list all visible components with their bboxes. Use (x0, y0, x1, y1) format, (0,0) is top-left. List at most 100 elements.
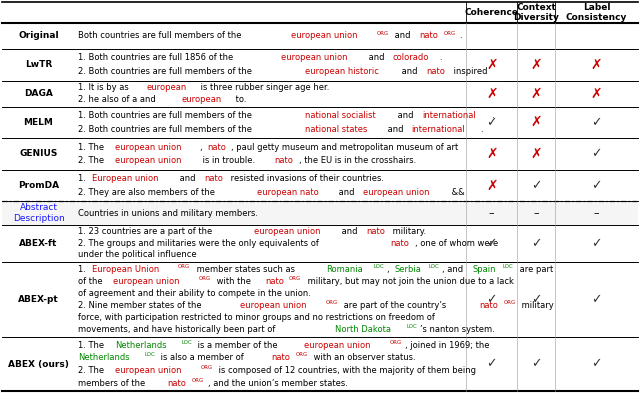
Text: Serbia: Serbia (394, 265, 421, 274)
Text: DAGA: DAGA (24, 89, 53, 98)
Text: &&: && (449, 188, 465, 197)
Text: ORG: ORG (444, 31, 456, 36)
Text: ✓: ✓ (591, 116, 602, 129)
Text: , and: , and (442, 265, 466, 274)
Text: is three rubber singer age her.: is three rubber singer age her. (198, 83, 330, 92)
Text: ✗: ✗ (486, 86, 497, 101)
Text: european union: european union (115, 366, 182, 375)
Text: ✗: ✗ (486, 58, 497, 72)
Text: 1.: 1. (78, 265, 88, 274)
Text: nato: nato (265, 277, 284, 286)
Text: ORG: ORG (198, 276, 211, 281)
Text: european union: european union (115, 156, 182, 165)
Text: Netherlands: Netherlands (78, 353, 130, 362)
Text: european historic: european historic (305, 67, 378, 76)
Text: 2. Nine member states of the: 2. Nine member states of the (78, 301, 204, 310)
Text: ✓: ✓ (531, 358, 541, 371)
Text: LOC: LOC (181, 340, 192, 345)
Text: –: – (489, 208, 495, 218)
Text: nato: nato (168, 379, 187, 388)
Text: ✗: ✗ (591, 58, 602, 72)
Text: european union: european union (291, 31, 358, 40)
Text: LOC: LOC (429, 264, 439, 269)
Text: nato: nato (390, 239, 409, 248)
Text: 2. They are also members of the: 2. They are also members of the (78, 188, 218, 197)
Text: national states: national states (305, 125, 367, 134)
Text: international: international (412, 125, 465, 134)
Text: force, with participation restricted to minor groups and no restrictions on free: force, with participation restricted to … (78, 313, 435, 322)
Text: nato: nato (204, 174, 223, 183)
Text: and: and (366, 53, 387, 62)
Text: Romania: Romania (326, 265, 363, 274)
Text: ✓: ✓ (591, 237, 602, 250)
Text: european union: european union (304, 341, 371, 349)
Text: are part of the country’s: are part of the country’s (341, 301, 449, 310)
Text: with the: with the (214, 277, 253, 286)
Text: ’s nanton system.: ’s nanton system. (420, 325, 495, 334)
Text: ✗: ✗ (531, 115, 542, 129)
Text: , the EU is in the crosshairs.: , the EU is in the crosshairs. (298, 156, 416, 165)
Text: european nato: european nato (257, 188, 319, 197)
Text: LwTR: LwTR (25, 60, 52, 69)
Text: , joined in 1969; the: , joined in 1969; the (405, 341, 490, 349)
Text: GENIUS: GENIUS (19, 149, 58, 158)
Text: ✓: ✓ (531, 237, 541, 250)
Text: , and the union’s member states.: , and the union’s member states. (207, 379, 348, 388)
Text: nato: nato (271, 353, 291, 362)
Text: .: . (492, 111, 494, 120)
Text: LOC: LOC (144, 353, 155, 357)
Text: and: and (399, 67, 420, 76)
Text: Abstract
Description: Abstract Description (13, 203, 65, 223)
Text: is also a member of: is also a member of (158, 353, 246, 362)
Text: North Dakota: North Dakota (335, 325, 390, 334)
Text: 2. Both countries are full members of the: 2. Both countries are full members of th… (78, 67, 255, 76)
Text: military.: military. (390, 228, 426, 236)
Text: Label
Consistency: Label Consistency (566, 3, 627, 22)
Text: members of the: members of the (78, 379, 148, 388)
Text: –: – (533, 208, 539, 218)
Text: ✗: ✗ (531, 147, 542, 161)
Text: ORG: ORG (178, 264, 190, 269)
Text: ORG: ORG (192, 378, 204, 383)
Text: ✗: ✗ (531, 58, 542, 72)
Text: .: . (440, 53, 442, 62)
Text: , paul getty museum and metropolitan museum of art: , paul getty museum and metropolitan mus… (231, 143, 458, 152)
Text: 2. The: 2. The (78, 156, 107, 165)
Text: member states such as: member states such as (193, 265, 297, 274)
Text: ORG: ORG (390, 340, 402, 345)
Text: ABEX (ours): ABEX (ours) (8, 360, 69, 369)
Text: ✓: ✓ (486, 116, 497, 129)
Text: LOC: LOC (503, 264, 514, 269)
Text: ✗: ✗ (531, 86, 542, 101)
Text: ORG: ORG (325, 300, 337, 305)
Text: european union: european union (113, 277, 180, 286)
Text: ✓: ✓ (486, 237, 497, 250)
Text: Both countries are full members of the: Both countries are full members of the (78, 31, 244, 40)
Text: european: european (181, 95, 221, 104)
Text: ✓: ✓ (591, 358, 602, 371)
Text: european union: european union (280, 53, 347, 62)
Text: European union: European union (92, 174, 158, 183)
Text: ✓: ✓ (531, 179, 541, 192)
Text: ,: , (387, 265, 392, 274)
Text: ORG: ORG (504, 300, 516, 305)
Text: ✗: ✗ (486, 179, 497, 193)
Text: and: and (337, 188, 358, 197)
Text: ORG: ORG (376, 31, 388, 36)
Text: international: international (422, 111, 476, 120)
Text: ORG: ORG (296, 353, 308, 357)
Text: 1. The: 1. The (78, 143, 107, 152)
Text: ✓: ✓ (486, 358, 497, 371)
Text: and: and (392, 31, 413, 40)
Text: resisted invasions of their countries.: resisted invasions of their countries. (228, 174, 384, 183)
Text: Countries in unions and military members.: Countries in unions and military members… (78, 209, 258, 217)
Text: ABEX-pt: ABEX-pt (18, 295, 59, 304)
Text: european union: european union (115, 143, 182, 152)
Text: ✗: ✗ (486, 147, 497, 161)
Text: european union: european union (240, 301, 307, 310)
Text: nato: nato (479, 301, 498, 310)
Text: european: european (147, 83, 187, 92)
Text: with an observer status.: with an observer status. (311, 353, 416, 362)
Text: ✓: ✓ (486, 293, 497, 306)
Text: European Union: European Union (92, 265, 159, 274)
